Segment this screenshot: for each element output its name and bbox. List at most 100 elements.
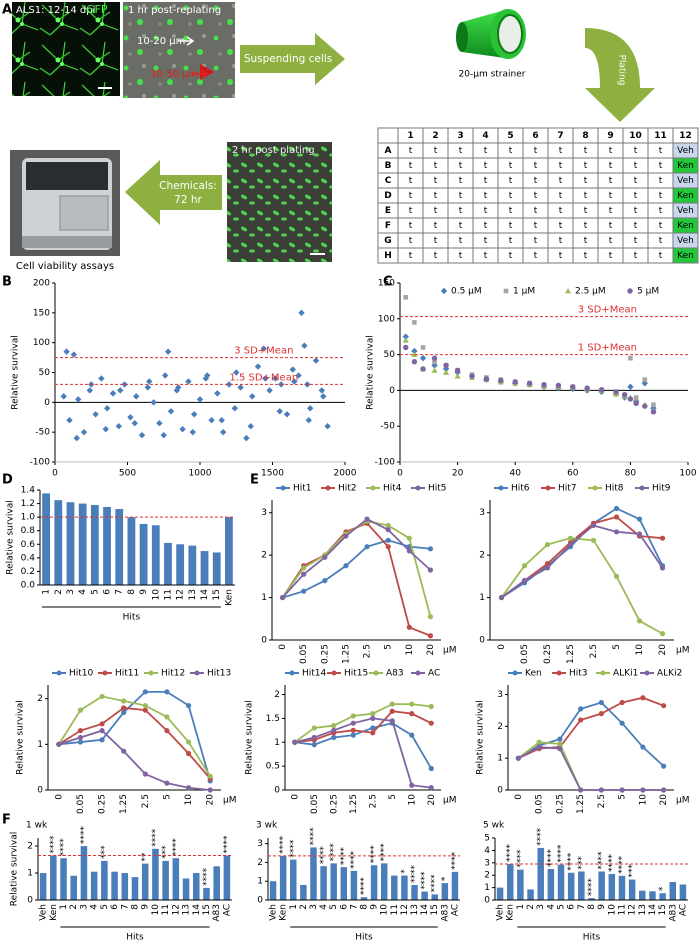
legend-label: ALKi1 [613,669,638,679]
process-arrow [240,33,345,85]
y-tick-label: 0.5 [266,762,280,772]
bar [537,847,544,900]
table-cell-text: t [609,161,613,171]
x-tick-label: 500 [119,469,136,479]
panel-label: D [2,473,13,488]
x-tick-label: 1.25 [119,794,129,814]
x-tick-label: 0.25 [98,794,108,814]
point [196,396,204,403]
significance: * [440,876,450,881]
y-tick-label: 150 [378,279,395,289]
x-tick-label: 15 [658,904,668,915]
x-tick-label: Veh [39,904,49,921]
x-tick-label: 0.05 [76,794,86,814]
point [498,594,505,601]
point [225,381,233,388]
x-tick-label: 2.5 [368,794,378,808]
bar [679,884,687,900]
point [160,431,167,439]
point [99,693,105,700]
x-tick-label: A83 [212,904,222,922]
significance: **** [222,835,232,854]
legend-marker [325,485,331,491]
table-cell-text: t [634,146,638,156]
point [350,727,356,733]
legend-marker [592,485,598,491]
bar [310,847,317,900]
x-tick-label: AC [678,904,688,916]
table-cell-text: t [659,146,663,156]
point [642,377,648,382]
x-unit: μM [443,646,457,656]
strainer [456,9,526,59]
point [185,702,192,709]
table-cell-text: t [434,176,438,186]
x-tick-label: 1.25 [576,794,586,814]
x-tick-label: 10 [607,904,617,916]
legend-label: 2.5 μM [575,287,606,297]
point [220,428,227,436]
chart-title: 1 wk [26,821,48,831]
table-cell-text: t [409,236,413,246]
y-tick-label: 1 [261,593,267,603]
point [164,780,170,786]
point [150,399,157,406]
table-cell-text: t [634,251,638,261]
legend-marker [627,288,633,294]
x-tick-label: 20 [427,794,437,806]
table-cell-text: Ken [677,251,694,261]
point [557,746,563,752]
x-tick-label: 1.25 [349,794,359,814]
reference-label: 1 SD+Mean [578,343,637,354]
series-line [58,695,211,777]
point [613,389,619,395]
cell-size-label: 10-20 μm [137,36,185,47]
x-tick-label: 10 [407,794,417,806]
column-header: 8 [582,131,588,141]
y-tick-label: 0 [484,896,490,906]
y-tick-label: 1.5 [266,714,280,724]
point [350,732,356,738]
legend-marker [556,670,562,676]
table-cell-text: t [584,176,588,186]
table-cell-text: t [459,161,463,171]
point [121,381,128,388]
point [411,347,418,355]
point [121,709,127,715]
point [598,699,604,706]
point [409,732,415,738]
point [661,787,667,793]
panel-label: E [250,473,259,488]
bar [90,871,98,900]
column-header: 10 [629,131,642,141]
point [291,378,298,385]
table-cell-text: t [434,206,438,216]
table-cell-text: t [434,191,438,201]
x-tick-label: 0.05 [310,794,320,814]
legend-marker [56,670,62,676]
point [443,369,450,375]
point [301,571,307,577]
point [207,773,213,779]
legend-marker [148,670,154,676]
image-label: 2 hr post plating [232,145,315,156]
arrow-label: 72 hr [174,194,202,206]
reference-label: 1.5 SD+Mean [229,372,298,383]
point [77,728,84,734]
point [292,739,298,745]
point [295,372,302,379]
point [469,373,475,379]
y-tick-label: 3 [257,839,263,849]
point [427,633,434,639]
x-tick-label: 8 [131,904,141,910]
point [427,546,434,552]
chart-title: 5 wk [483,821,505,831]
x-tick-label: 0 [497,644,507,650]
point [179,425,186,433]
x-tick-label: 1000 [189,469,212,479]
legend-marker [415,485,421,491]
bar [431,894,438,900]
x-unit: μM [443,796,457,806]
point [350,720,356,726]
bar [192,873,200,900]
